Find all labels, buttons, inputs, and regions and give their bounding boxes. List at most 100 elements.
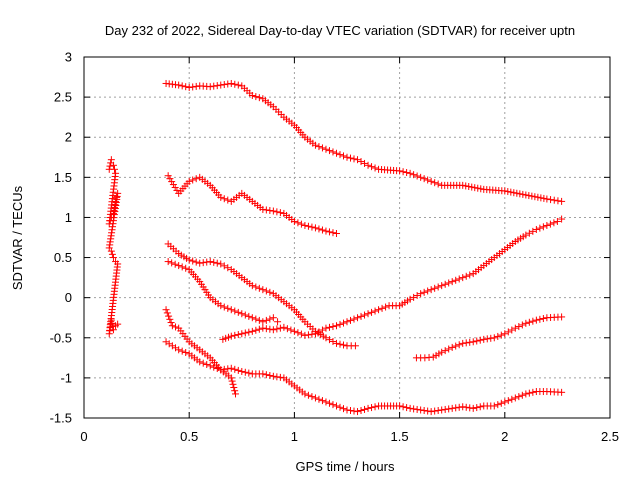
data-point-fill	[420, 407, 428, 415]
data-point	[238, 330, 246, 338]
data-point-fill	[297, 220, 305, 228]
data-point-fill	[229, 380, 237, 388]
data-point-fill	[462, 182, 470, 190]
data-point	[217, 81, 225, 89]
data-point	[406, 404, 414, 412]
data-point	[269, 372, 277, 380]
data-point	[343, 318, 351, 326]
data-point-fill	[399, 168, 407, 176]
data-point	[269, 314, 277, 322]
data-point-fill	[276, 324, 284, 332]
data-point	[375, 306, 383, 314]
data-point	[332, 339, 340, 347]
data-point-fill	[536, 224, 544, 232]
data-point-fill	[276, 209, 284, 217]
data-point	[301, 331, 309, 339]
data-point	[185, 256, 193, 264]
data-point-fill	[350, 407, 358, 415]
data-point-fill	[445, 279, 453, 287]
data-point-fill	[462, 339, 470, 347]
y-tick-label: -0.5	[50, 330, 72, 345]
data-point	[248, 282, 256, 290]
data-point-fill	[325, 147, 333, 155]
data-point	[396, 402, 404, 410]
grid	[84, 57, 610, 418]
data-point	[522, 390, 530, 398]
data-point-fill	[224, 196, 232, 204]
data-point-fill	[224, 365, 232, 373]
data-point	[427, 177, 435, 185]
data-point-fill	[410, 405, 418, 413]
data-point-fill	[220, 365, 228, 373]
data-point	[459, 403, 467, 411]
data-point-fill	[494, 401, 502, 409]
data-point	[311, 330, 319, 338]
data-point	[543, 221, 551, 229]
data-point-fill	[108, 319, 116, 327]
data-point-fill	[516, 190, 524, 198]
x-tick-label: 1	[291, 429, 298, 444]
data-point-fill	[361, 405, 369, 413]
data-point-fill	[252, 93, 260, 101]
data-point-fill	[508, 326, 516, 334]
data-point-fill	[241, 311, 249, 319]
data-point	[196, 358, 204, 366]
data-point	[427, 286, 435, 294]
data-point-fill	[403, 169, 411, 177]
data-point	[490, 402, 498, 410]
data-point	[274, 318, 282, 326]
x-axis-label: GPS time / hours	[296, 459, 395, 474]
data-point	[448, 404, 456, 412]
data-point	[311, 224, 319, 232]
data-point	[501, 187, 509, 195]
data-point	[364, 161, 372, 169]
data-point-fill	[304, 391, 312, 399]
data-point-fill	[231, 331, 239, 339]
plot-frame	[83, 56, 611, 419]
data-point	[332, 322, 340, 330]
data-point	[227, 332, 235, 340]
data-point-fill	[276, 373, 284, 381]
data-point-fill	[529, 317, 537, 325]
data-point-fill	[382, 303, 390, 311]
data-point	[364, 404, 372, 412]
data-point-fill	[315, 328, 323, 336]
data-point	[248, 327, 256, 335]
data-point-fill	[466, 338, 474, 346]
data-point	[448, 343, 456, 351]
x-tick-label: 0	[80, 429, 87, 444]
data-point-fill	[515, 393, 523, 401]
data-point-fill	[234, 366, 242, 374]
data-point	[162, 306, 170, 314]
y-tick-label: 3	[65, 50, 72, 65]
data-point-fill	[487, 334, 495, 342]
data-point	[311, 141, 319, 149]
data-point-fill	[518, 391, 526, 399]
data-point-fill	[273, 373, 281, 381]
data-point	[332, 402, 340, 410]
data-point-fill	[266, 288, 274, 296]
data-point-fill	[357, 312, 365, 320]
data-point-fill	[477, 185, 485, 193]
data-point-fill	[231, 365, 239, 373]
data-point-fill	[255, 325, 263, 333]
data-point-fill	[357, 158, 365, 166]
data-point	[459, 274, 467, 282]
data-point-fill	[315, 225, 323, 233]
data-point-fill	[325, 336, 333, 344]
data-point	[438, 348, 446, 356]
data-point	[227, 364, 235, 372]
data-point-fill	[347, 154, 355, 162]
data-point-fill	[515, 323, 523, 331]
data-point-fill	[534, 193, 542, 201]
chart-title: Day 232 of 2022, Sidereal Day-to-day VTE…	[105, 23, 575, 38]
data-point-fill	[431, 284, 439, 292]
data-point	[248, 92, 256, 100]
data-point-fill	[361, 311, 369, 319]
data-point-fill	[192, 175, 200, 183]
data-point-fill	[234, 81, 242, 89]
data-point-fill	[336, 403, 344, 411]
data-point	[427, 408, 435, 416]
data-point-fill	[318, 397, 326, 405]
data-point	[511, 324, 519, 332]
